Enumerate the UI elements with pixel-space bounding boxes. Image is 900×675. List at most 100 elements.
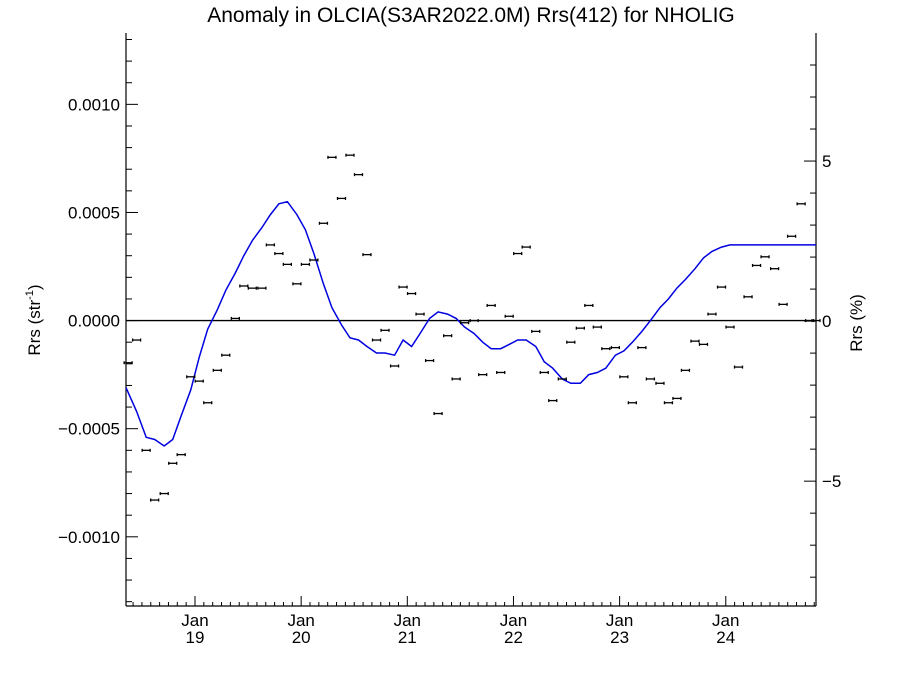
data-point xyxy=(371,338,382,342)
data-point xyxy=(566,340,576,344)
data-point xyxy=(362,253,372,257)
data-point xyxy=(451,377,461,381)
data-point xyxy=(769,267,780,271)
data-point xyxy=(504,314,514,318)
monthly-anomaly-points xyxy=(123,153,821,502)
left-tick-label: 0.0005 xyxy=(68,203,120,222)
data-point xyxy=(592,325,602,329)
data-point xyxy=(610,346,621,350)
data-point xyxy=(318,221,329,225)
data-point xyxy=(637,346,647,350)
data-point xyxy=(707,312,717,316)
data-point xyxy=(327,155,337,159)
data-point xyxy=(257,286,267,290)
x-tick-label-month: Jan xyxy=(287,611,314,630)
data-point xyxy=(601,347,611,351)
data-point xyxy=(389,364,400,368)
data-point xyxy=(424,359,435,363)
data-point xyxy=(496,370,506,374)
data-point xyxy=(131,338,142,342)
data-point xyxy=(168,461,178,465)
data-point xyxy=(725,325,735,329)
data-point xyxy=(513,252,523,256)
data-point xyxy=(398,285,408,289)
data-point xyxy=(786,234,797,238)
data-point xyxy=(406,292,417,296)
data-point xyxy=(141,448,151,452)
data-point xyxy=(690,339,700,343)
smoothed-anomaly-line xyxy=(125,200,816,447)
data-point xyxy=(186,375,196,379)
left-y-label-superscript: -1 xyxy=(24,290,36,300)
left-tick-label: −0.0005 xyxy=(58,420,120,439)
data-point xyxy=(743,295,753,299)
x-tick-label-year: 21 xyxy=(398,628,417,647)
data-point xyxy=(531,329,541,333)
data-point xyxy=(698,342,709,346)
left-y-axis: 0.0010 0.0005 0.0000 −0.0005 −0.0010 xyxy=(58,38,138,603)
data-point xyxy=(194,379,204,383)
data-point xyxy=(751,263,762,267)
data-point xyxy=(486,303,496,307)
data-point xyxy=(239,284,249,288)
x-tick-label-year: 23 xyxy=(610,628,629,647)
data-point xyxy=(469,319,479,323)
data-point xyxy=(575,326,585,330)
data-point xyxy=(716,285,727,289)
data-point xyxy=(123,361,133,365)
data-point xyxy=(811,319,821,323)
left-tick-label: 0.0010 xyxy=(68,95,120,114)
data-point xyxy=(627,401,638,405)
right-y-axis-label: Rrs (%) xyxy=(847,294,866,352)
x-tick-label-month: Jan xyxy=(394,611,421,630)
data-point xyxy=(478,373,488,377)
data-point xyxy=(459,321,470,325)
data-point xyxy=(521,245,531,249)
data-point xyxy=(380,328,390,332)
data-point xyxy=(265,243,276,247)
data-point xyxy=(203,401,213,405)
left-tick-label: 0.0000 xyxy=(68,312,120,331)
data-point xyxy=(176,453,186,457)
data-point xyxy=(415,312,425,316)
data-point xyxy=(292,282,302,286)
x-tick-label-year: 20 xyxy=(292,628,311,647)
data-point xyxy=(796,202,806,206)
x-tick-label-month: Jan xyxy=(181,611,208,630)
data-point xyxy=(680,368,691,372)
data-point xyxy=(282,262,293,266)
data-point xyxy=(309,258,319,262)
left-y-axis-label: Rrs (str-1) xyxy=(24,284,44,355)
right-tick-label: 5 xyxy=(822,152,831,171)
x-tick-label-month: Jan xyxy=(500,611,527,630)
data-point xyxy=(150,498,160,502)
data-point xyxy=(230,316,240,320)
data-point xyxy=(247,286,257,290)
right-tick-label: 0 xyxy=(822,312,831,331)
data-point xyxy=(733,365,744,369)
data-point xyxy=(212,368,222,372)
left-tick-label: −0.0010 xyxy=(58,528,120,547)
chart-title: Anomaly in OLCIA(S3AR2022.0M) Rrs(412) f… xyxy=(207,4,735,27)
right-tick-label: −5 xyxy=(822,472,841,491)
data-point xyxy=(221,353,231,357)
data-point xyxy=(645,377,656,381)
data-point xyxy=(548,399,558,403)
data-point xyxy=(274,252,284,256)
data-point xyxy=(159,492,169,496)
x-tick-label-year: 24 xyxy=(716,628,735,647)
data-point xyxy=(433,412,443,416)
data-point xyxy=(778,302,788,306)
data-point xyxy=(336,196,347,200)
data-point xyxy=(442,334,453,338)
data-point xyxy=(557,377,567,381)
left-y-label-main: Rrs (str xyxy=(25,300,44,356)
data-point xyxy=(663,401,674,405)
data-point xyxy=(539,370,549,374)
x-tick-label-month: Jan xyxy=(712,611,739,630)
data-point xyxy=(584,303,594,307)
data-point xyxy=(672,396,682,400)
data-point xyxy=(619,375,629,379)
